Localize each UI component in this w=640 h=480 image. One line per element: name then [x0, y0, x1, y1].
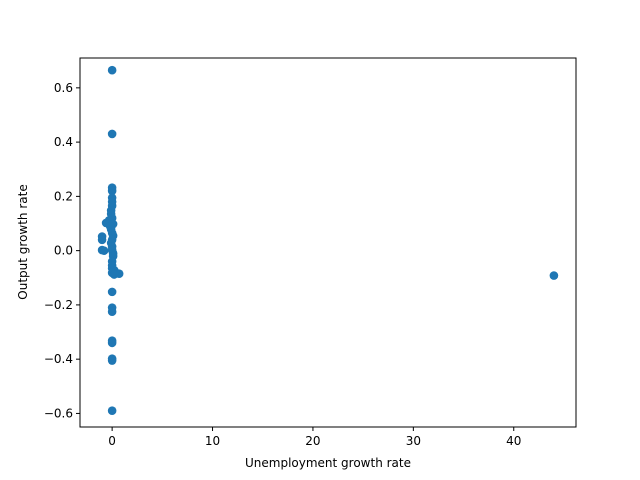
x-tick-label: 0 [108, 434, 116, 448]
y-tick-label: 0.6 [54, 81, 73, 95]
data-point [97, 235, 107, 245]
data-point [107, 129, 117, 139]
y-tick-label: 0.4 [54, 135, 73, 149]
y-tick-label: −0.6 [44, 406, 73, 420]
y-tick-label: 0.2 [54, 189, 73, 203]
points-layer [97, 65, 559, 416]
y-axis-ticks: −0.6 −0.4 −0.2 0.0 0.2 0.4 0.6 [44, 81, 80, 420]
data-point [107, 338, 117, 348]
data-point [107, 186, 117, 196]
data-point [99, 246, 109, 255]
data-point [107, 307, 117, 316]
data-point [107, 356, 117, 365]
x-tick-label: 30 [406, 434, 421, 448]
data-point [107, 406, 117, 416]
data-point [549, 271, 559, 280]
x-tick-label: 20 [305, 434, 320, 448]
y-tick-label: −0.4 [44, 352, 73, 366]
plot-frame [79, 57, 577, 428]
x-tick-label: 10 [205, 434, 220, 448]
x-axis-ticks: 0 10 20 30 40 [108, 427, 521, 448]
x-axis-label: Unemployment growth rate [245, 456, 411, 470]
y-tick-label: 0.0 [54, 244, 73, 258]
data-point [107, 65, 117, 75]
data-point [109, 270, 119, 279]
x-tick-label: 40 [506, 434, 521, 448]
y-tick-label: −0.2 [44, 298, 73, 312]
y-axis-label: Output growth rate [16, 184, 30, 299]
data-point [107, 287, 117, 297]
